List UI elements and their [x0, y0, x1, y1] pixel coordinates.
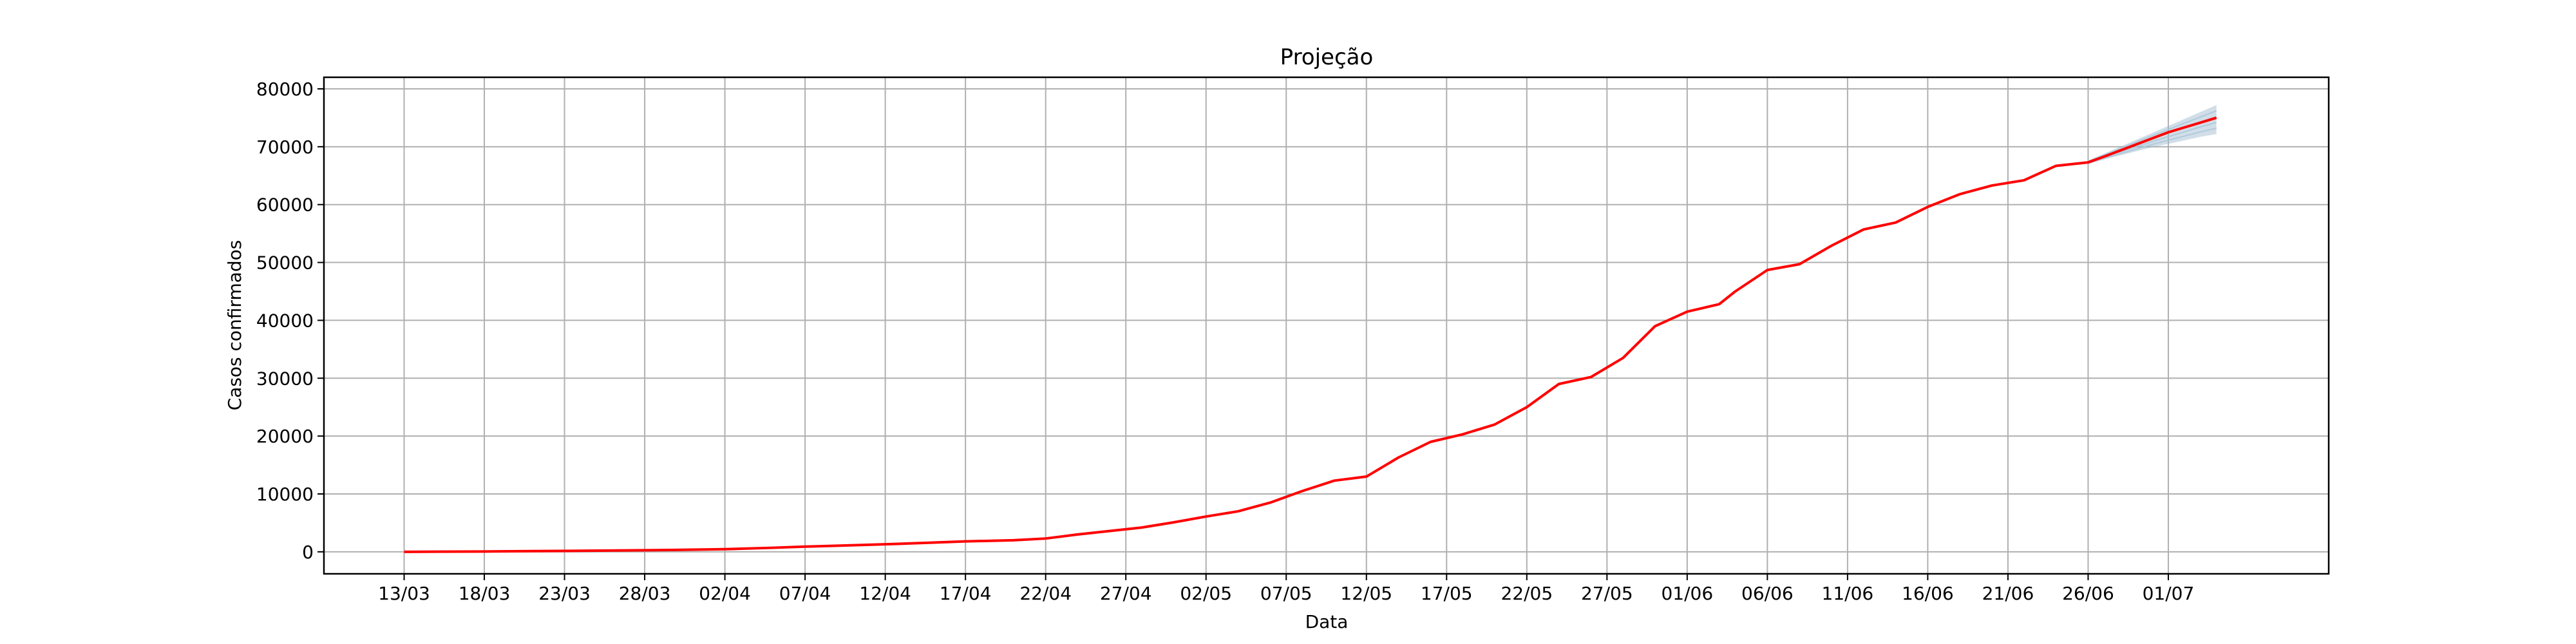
x-tick-label: 17/05 — [1421, 583, 1473, 604]
x-tick-label: 27/05 — [1581, 583, 1633, 604]
x-tick-label: 22/05 — [1501, 583, 1553, 604]
x-tick-label: 23/03 — [538, 583, 591, 604]
x-tick-label: 28/03 — [619, 583, 671, 604]
projection-sample-line — [2088, 128, 2217, 164]
series-line-confirmed-cases — [404, 116, 2217, 553]
y-tick-label: 70000 — [256, 137, 314, 158]
y-tick-label: 50000 — [256, 252, 314, 274]
x-tick-label: 07/04 — [779, 583, 831, 604]
x-tick-label: 11/06 — [1822, 583, 1874, 604]
x-axis: 13/03 18/03 23/03 28/03 02/04 07/04 12/04 17/04… — [378, 574, 2194, 604]
y-tick-label: 60000 — [256, 194, 314, 216]
y-tick-label: 40000 — [256, 310, 314, 331]
x-tick-label: 02/05 — [1180, 583, 1232, 604]
x-tick-label: 22/04 — [1019, 583, 1072, 604]
x-tick-label: 06/06 — [1741, 583, 1794, 604]
plot-frame — [323, 76, 2330, 575]
x-tick-label: 26/06 — [2062, 583, 2114, 604]
y-tick-label: 80000 — [256, 79, 314, 100]
y-tick-label: 10000 — [256, 484, 314, 505]
series-lines — [404, 116, 2217, 553]
y-tick-label: 20000 — [256, 426, 314, 447]
y-axis-label: Casos confirmados — [224, 240, 245, 411]
x-tick-label: 02/04 — [699, 583, 751, 604]
x-tick-label: 21/06 — [1982, 583, 2034, 604]
x-tick-label: 01/07 — [2143, 583, 2195, 604]
x-tick-label: 18/03 — [459, 583, 511, 604]
x-tick-label: 27/04 — [1100, 583, 1152, 604]
x-tick-label: 01/06 — [1661, 583, 1713, 604]
x-tick-label: 12/05 — [1340, 583, 1392, 604]
x-tick-label: 17/04 — [940, 583, 992, 604]
x-tick-label: 13/03 — [378, 583, 430, 604]
x-tick-label: 16/06 — [1902, 583, 1954, 604]
x-axis-label: Data — [1305, 611, 1349, 632]
x-tick-label: 12/04 — [859, 583, 911, 604]
x-tick-label: 07/05 — [1260, 583, 1312, 604]
chart-title: Projeção — [1280, 44, 1374, 70]
projection-sample-line — [2088, 110, 2217, 162]
y-tick-label: 30000 — [256, 368, 314, 389]
y-axis: 0 10000 20000 30000 40000 50000 60000 70000 8000… — [256, 79, 324, 563]
y-tick-label: 0 — [302, 542, 314, 563]
grid — [324, 77, 2329, 574]
